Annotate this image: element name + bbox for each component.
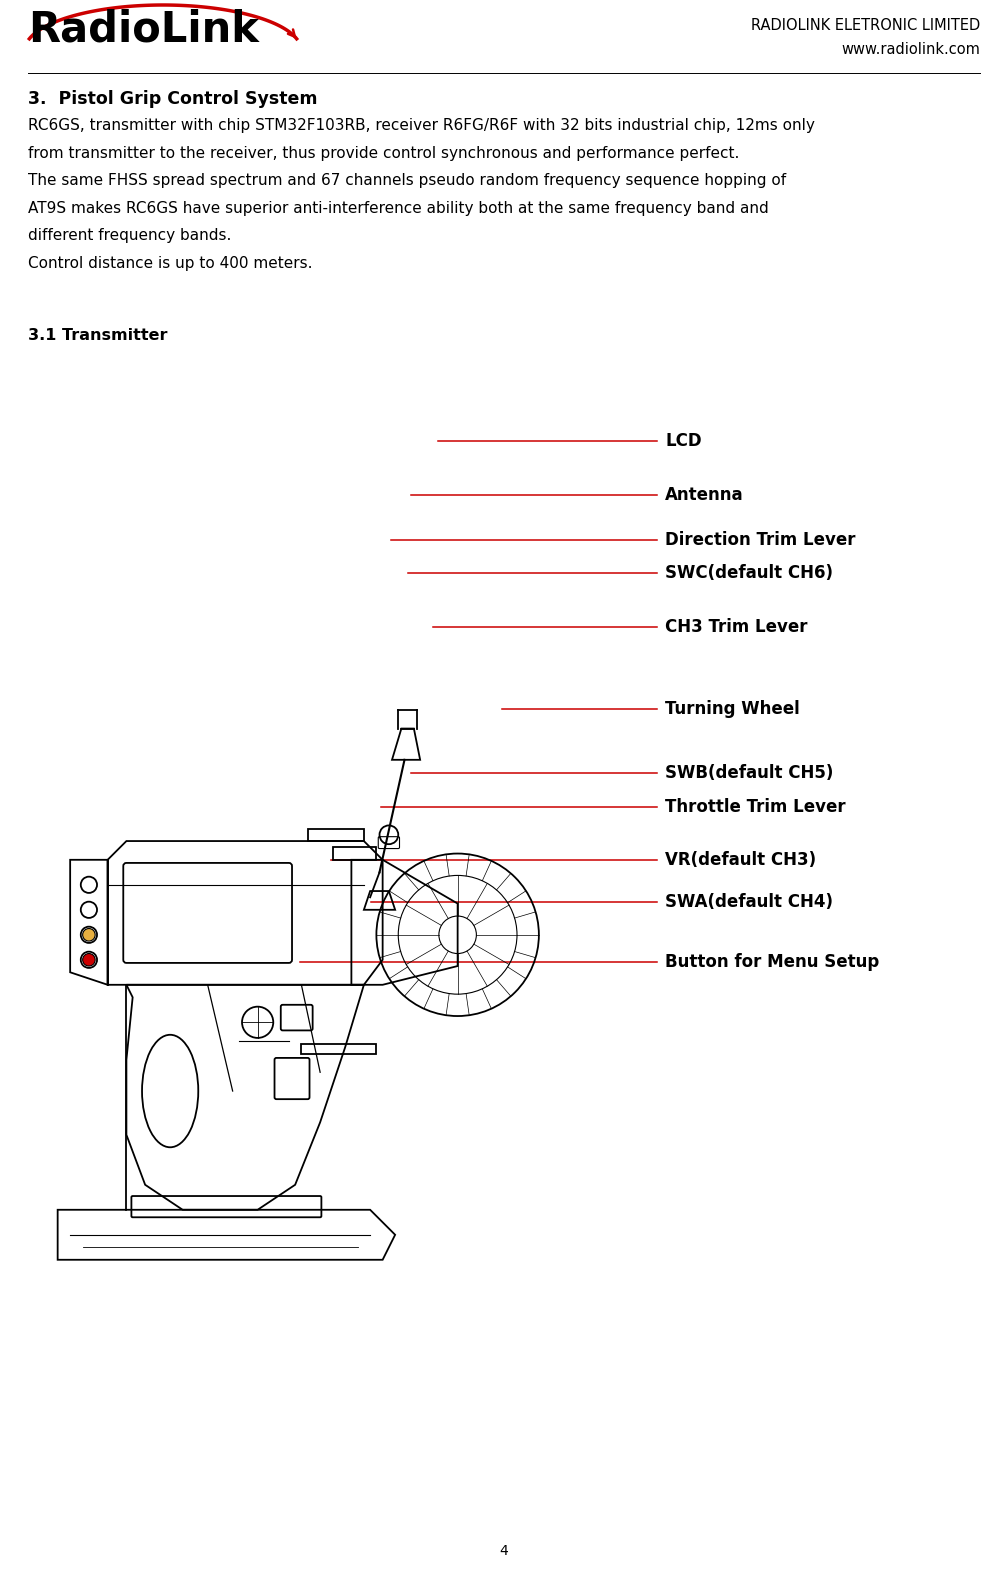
Text: from transmitter to the receiver, thus provide control synchronous and performan: from transmitter to the receiver, thus p…: [28, 146, 740, 160]
Text: LCD: LCD: [665, 432, 702, 450]
Circle shape: [83, 953, 95, 966]
Text: VR(default CH3): VR(default CH3): [665, 850, 816, 869]
Text: CH3 Trim Lever: CH3 Trim Lever: [665, 617, 807, 636]
Text: Control distance is up to 400 meters.: Control distance is up to 400 meters.: [28, 255, 312, 271]
Text: Turning Wheel: Turning Wheel: [665, 700, 800, 719]
Text: The same FHSS spread spectrum and 67 channels pseudo random frequency sequence h: The same FHSS spread spectrum and 67 cha…: [28, 173, 786, 188]
Text: SWA(default CH4): SWA(default CH4): [665, 893, 834, 912]
Text: SWB(default CH5): SWB(default CH5): [665, 763, 834, 782]
Text: Button for Menu Setup: Button for Menu Setup: [665, 953, 880, 972]
Text: SWC(default CH6): SWC(default CH6): [665, 564, 834, 583]
Text: Antenna: Antenna: [665, 486, 744, 505]
Circle shape: [83, 929, 95, 940]
Text: RadioLink: RadioLink: [28, 8, 259, 51]
Text: Throttle Trim Lever: Throttle Trim Lever: [665, 798, 846, 817]
Text: 4: 4: [500, 1543, 508, 1558]
Text: AT9S makes RC6GS have superior anti-interference ability both at the same freque: AT9S makes RC6GS have superior anti-inte…: [28, 201, 769, 215]
Text: 3.  Pistol Grip Control System: 3. Pistol Grip Control System: [28, 90, 318, 108]
Text: different frequency bands.: different frequency bands.: [28, 228, 232, 244]
Text: Direction Trim Lever: Direction Trim Lever: [665, 530, 856, 549]
Text: RC6GS, transmitter with chip STM32F103RB, receiver R6FG/R6F with 32 bits industr: RC6GS, transmitter with chip STM32F103RB…: [28, 119, 814, 133]
Text: 3.1 Transmitter: 3.1 Transmitter: [28, 328, 167, 344]
Text: www.radiolink.com: www.radiolink.com: [841, 43, 980, 57]
Text: RADIOLINK ELETRONIC LIMITED: RADIOLINK ELETRONIC LIMITED: [751, 17, 980, 33]
